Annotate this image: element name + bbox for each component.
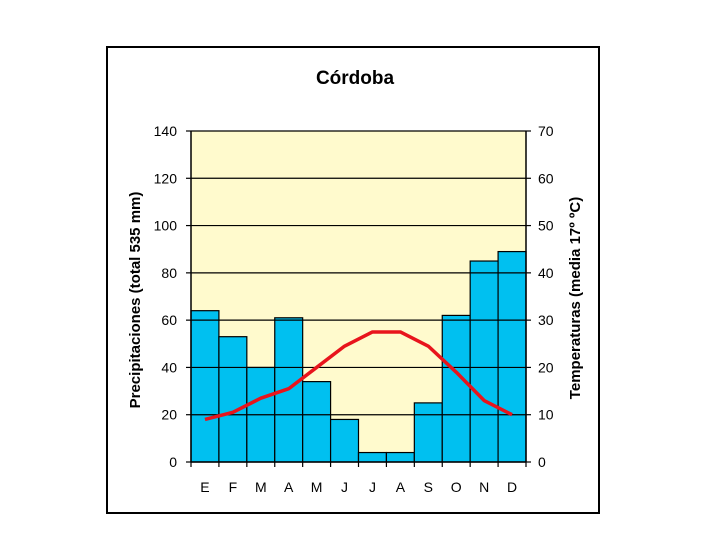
right-tick-label: 60 [538, 170, 554, 186]
precip-bar [357, 451, 388, 463]
right-tick-label: 20 [538, 359, 554, 375]
left-tick-label: 120 [154, 170, 178, 186]
left-tick-label: 0 [169, 454, 177, 470]
month-label: M [311, 479, 323, 495]
precip-bar [441, 314, 471, 463]
month-label: F [229, 479, 238, 495]
right-tick-label: 0 [538, 454, 546, 470]
left-tick-label: 100 [154, 218, 178, 234]
month-label: D [507, 479, 517, 495]
left-tick-label: 80 [161, 265, 177, 281]
left-axis-ticks: 0 20 40 60 80 100 120 140 [154, 123, 191, 470]
precip-bar [190, 310, 220, 463]
left-tick-label: 60 [161, 312, 177, 328]
gridlines [191, 130, 526, 416]
left-tick-label: 140 [154, 123, 178, 139]
month-label: O [451, 479, 462, 495]
right-tick-label: 10 [538, 407, 554, 423]
precip-bar [218, 336, 248, 463]
precip-bar [497, 250, 527, 463]
precipitation-bars [190, 250, 527, 463]
precip-bar [329, 418, 360, 463]
chart-title: Córdoba [316, 68, 395, 89]
right-tick-label: 40 [538, 265, 554, 281]
right-tick-label: 70 [538, 123, 554, 139]
right-tick-label: 50 [538, 218, 554, 234]
left-tick-label: 40 [161, 359, 177, 375]
month-label: N [479, 479, 489, 495]
month-label: A [396, 479, 406, 495]
left-tick-label: 20 [161, 407, 177, 423]
month-label: S [424, 479, 433, 495]
month-label: J [369, 479, 376, 495]
right-axis-ticks: 0 10 20 30 40 50 60 70 [526, 123, 554, 470]
right-axis-title: Temperaturas (media 17º ºC) [567, 197, 584, 399]
right-tick-label: 30 [538, 312, 554, 328]
precip-bar [302, 381, 332, 463]
left-axis-title: Precipitaciones (total 535 mm) [127, 192, 144, 409]
temperature-line [204, 330, 513, 422]
month-label: J [341, 479, 348, 495]
precip-bar [385, 451, 415, 463]
month-label: E [200, 479, 209, 495]
precip-bar [413, 402, 443, 463]
month-label: M [255, 479, 267, 495]
month-label: A [284, 479, 294, 495]
precip-bar [469, 260, 499, 463]
